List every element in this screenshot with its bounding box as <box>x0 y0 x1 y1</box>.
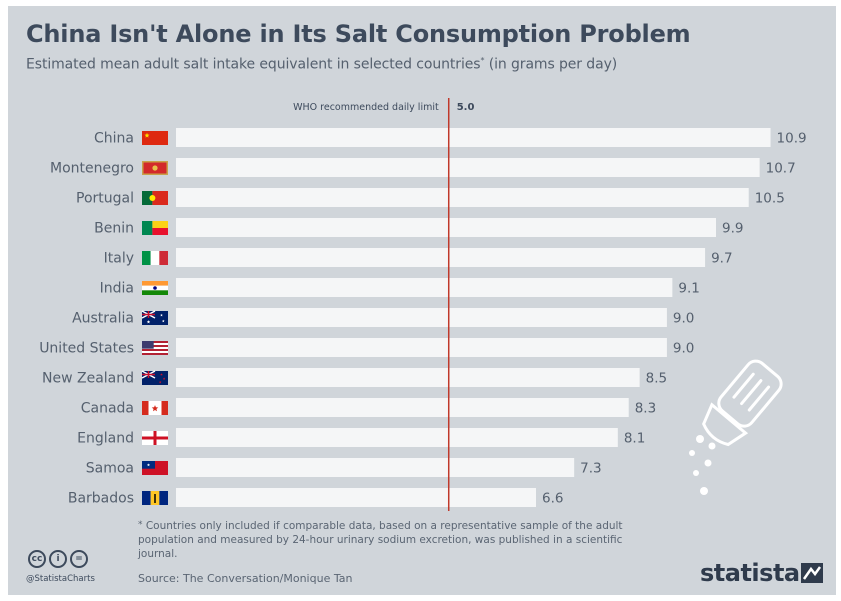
montenegro-flag-icon <box>142 161 168 175</box>
india-flag-icon <box>142 281 168 295</box>
bar <box>176 458 575 477</box>
no-derivatives-icon: = <box>70 550 88 568</box>
benin-flag-icon <box>142 221 168 235</box>
bar <box>176 428 618 447</box>
category-label: New Zealand <box>42 371 134 387</box>
brand-logo: statista <box>700 559 800 587</box>
salt-shaker-icon <box>678 351 798 506</box>
source-text: Source: The Conversation/Monique Tan <box>138 572 353 585</box>
category-label: Barbados <box>68 491 134 507</box>
value-label: 8.1 <box>624 431 645 447</box>
bar <box>176 128 771 147</box>
chart-title: China Isn't Alone in Its Salt Consumptio… <box>26 20 691 48</box>
category-label: Benin <box>94 221 134 237</box>
canada-flag-icon <box>142 401 168 415</box>
value-label: 8.3 <box>635 401 656 417</box>
value-label: 7.3 <box>580 461 601 477</box>
italy-flag-icon <box>142 251 168 265</box>
value-label: 10.9 <box>777 131 807 147</box>
footnote: * Countries only included if comparable … <box>138 518 658 561</box>
bar <box>176 158 760 177</box>
subtitle-unit: (in grams per day) <box>484 56 618 73</box>
bar <box>176 248 706 267</box>
category-label: Canada <box>81 401 134 417</box>
value-label: 6.6 <box>542 491 563 507</box>
new-zealand-flag-icon <box>141 370 168 385</box>
bar <box>176 338 667 357</box>
category-label: China <box>94 131 134 147</box>
bar <box>176 488 536 507</box>
bar <box>176 218 716 237</box>
value-label: 9.9 <box>722 221 743 237</box>
portugal-flag-icon <box>142 191 168 205</box>
subtitle-text: Estimated mean adult salt intake equival… <box>26 56 481 73</box>
value-label: 8.5 <box>646 371 667 387</box>
value-label: 10.5 <box>755 191 785 207</box>
subtitle-marker: * <box>480 56 485 65</box>
category-label: Montenegro <box>50 161 134 177</box>
social-handle: @StatistaCharts <box>26 574 95 584</box>
reference-line-label: WHO recommended daily limit <box>293 102 439 113</box>
bar <box>176 308 667 327</box>
value-label: 9.1 <box>678 281 699 297</box>
reference-line-value: 5.0 <box>457 102 475 113</box>
chart-subtitle: Estimated mean adult salt intake equival… <box>26 56 617 73</box>
bar-chart: China 10.9 Montenegro 10.7 Portugal 10.5 Benin… <box>39 98 807 511</box>
category-label: United States <box>39 341 134 357</box>
attribution-icon: i <box>49 550 67 568</box>
bar <box>176 278 673 297</box>
category-label: Australia <box>72 311 134 327</box>
samoa-flag-icon <box>142 461 168 475</box>
category-label: England <box>77 431 134 447</box>
united-states-flag-icon <box>142 341 168 355</box>
category-label: Italy <box>104 251 134 267</box>
england-flag-icon <box>142 431 168 445</box>
chart-card: China Isn't Alone in Its Salt Consumptio… <box>8 6 836 595</box>
value-label: 9.0 <box>673 341 694 357</box>
barbados-flag-icon <box>142 491 168 505</box>
creative-commons-icon: cc <box>28 550 46 568</box>
category-label: Portugal <box>76 191 134 207</box>
china-flag-icon <box>142 131 168 145</box>
bar <box>176 398 629 417</box>
bar <box>176 368 640 387</box>
footnote-text: Countries only included if comparable da… <box>138 520 623 560</box>
license-icons: cc i = <box>28 548 91 568</box>
bar <box>176 188 749 207</box>
australia-flag-icon <box>141 310 168 325</box>
value-label: 9.0 <box>673 311 694 327</box>
category-label: Samoa <box>86 461 134 477</box>
statista-logo-icon <box>801 563 823 583</box>
value-label: 9.7 <box>711 251 732 267</box>
footnote-marker: * <box>138 520 143 530</box>
value-label: 10.7 <box>766 161 796 177</box>
category-label: India <box>100 281 134 297</box>
